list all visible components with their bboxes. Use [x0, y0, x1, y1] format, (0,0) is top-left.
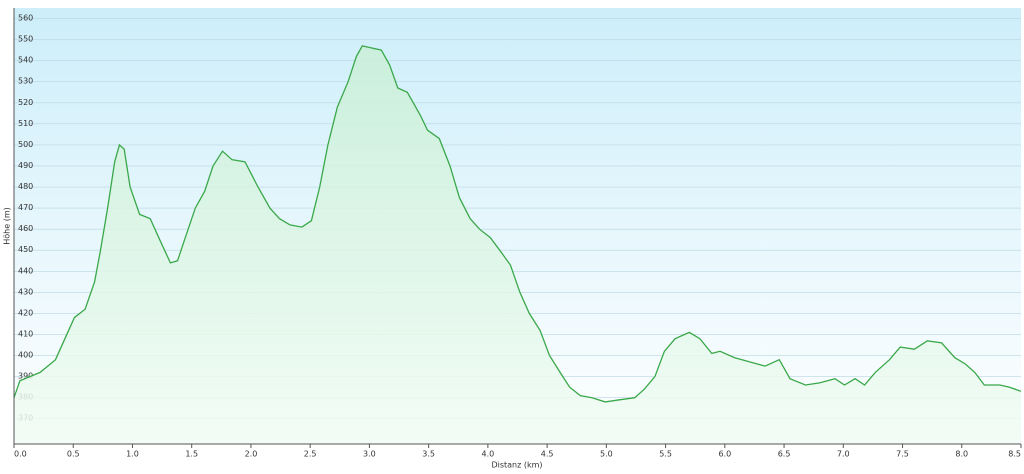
y-tick-label: 560: [18, 14, 33, 23]
x-tick-label: 5.5: [659, 450, 672, 459]
x-tick-label: 8.0: [955, 450, 968, 459]
y-tick-label: 550: [18, 35, 33, 44]
y-tick-label: 450: [18, 245, 33, 254]
y-tick-label: 540: [18, 56, 33, 65]
elevation-area: [14, 45, 1021, 445]
elevation-line: [13, 45, 1022, 403]
y-tick-label: 400: [18, 351, 33, 360]
y-tick-label: 410: [18, 329, 33, 338]
y-tick-label: 390: [18, 372, 33, 381]
x-tick-label: 2.5: [304, 450, 317, 459]
y-tick-label: 500: [18, 140, 33, 149]
x-tick-label: 3.5: [422, 450, 435, 459]
y-tick-label: 430: [18, 287, 33, 296]
x-tick-label: 2.0: [245, 450, 258, 459]
x-tick-label: 7.5: [896, 450, 909, 459]
x-tick-label: 3.0: [363, 450, 376, 459]
x-tick-label: 4.5: [541, 450, 554, 459]
y-tick-label: 530: [18, 77, 33, 86]
x-tick-label: 6.0: [718, 450, 731, 459]
y-tick-label: 520: [18, 98, 33, 107]
x-tick-label: 7.0: [837, 450, 850, 459]
x-tick-label: 5.0: [600, 450, 613, 459]
x-tick-label: 1.5: [185, 450, 198, 459]
x-tick-label: 6.5: [778, 450, 791, 459]
y-tick-label: 470: [18, 203, 33, 212]
y-tick-label: 480: [18, 182, 33, 191]
x-axis-title: Distanz (km): [491, 461, 542, 470]
y-tick-label: 460: [18, 224, 33, 233]
y-tick-label: 510: [18, 119, 33, 128]
y-tick-label: 440: [18, 266, 33, 275]
x-tick-label: 0.5: [67, 450, 80, 459]
x-tick-label: 8.5: [1008, 450, 1021, 459]
x-tick-label: 0.0: [14, 450, 27, 459]
x-tick-label: 1.0: [126, 450, 139, 459]
y-tick-label: 490: [18, 161, 33, 170]
y-axis-title: Höhe (m): [3, 207, 12, 244]
y-tick-label: 420: [18, 308, 33, 317]
x-tick-label: 4.0: [482, 450, 495, 459]
